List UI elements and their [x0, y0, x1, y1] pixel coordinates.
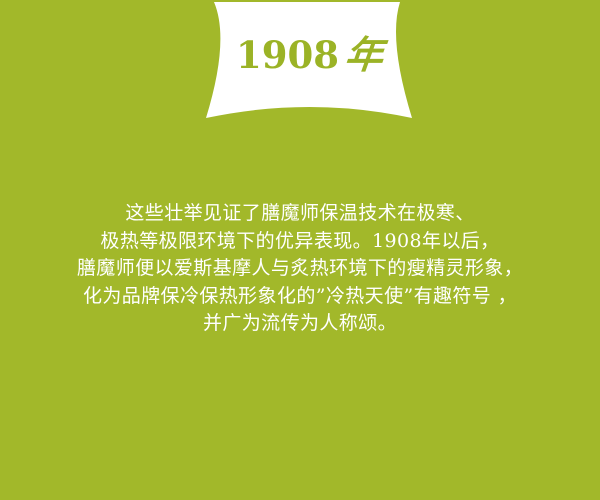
banner-shape	[206, 2, 412, 118]
paragraph-line-3: 膳魔师便以爱斯基摩人与炙热环境下的瘦精灵形象，	[76, 257, 524, 279]
banner-ribbon	[206, 2, 412, 118]
year-number: 1908	[236, 32, 339, 77]
paragraph-line-5: 并广为流传为人称颂。	[202, 312, 397, 334]
history-paragraph: 这些壮举见证了膳魔师保温技术在极寒、 极热等极限环境下的优异表现。1908年以后…	[0, 200, 600, 338]
year-banner: 1908 年	[0, 0, 600, 130]
year-character: 年	[342, 32, 386, 77]
year-label: 1908 年	[236, 32, 386, 77]
paragraph-line-1: 这些壮举见证了膳魔师保温技术在极寒、	[125, 202, 475, 224]
paragraph-line-4: 化为品牌保冷保热形象化的”冷热天使”有趣符号 ，	[82, 284, 518, 307]
paragraph-line-2: 极热等极限环境下的优异表现。1908年以后，	[100, 229, 500, 252]
